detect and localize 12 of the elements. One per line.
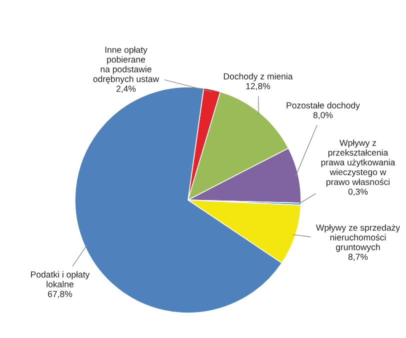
data-label: 8,0% xyxy=(313,112,333,120)
slice-label: Dochody z mienia xyxy=(224,73,293,82)
slice-label: Wpływy z przekształcenia prawa użytkowania wieczystego w prawo własności xyxy=(321,140,396,187)
data-label: 8,7% xyxy=(348,254,368,261)
data-label: 67,8% xyxy=(48,290,72,298)
slice-label: Wpływy ze sprzedaży nieruchomości gruntowych xyxy=(316,224,400,252)
slice-label: Pozostałe dochody xyxy=(286,102,360,110)
slice-label: Podatki i opłaty lokalne xyxy=(31,271,90,288)
data-label: 12,8% xyxy=(246,83,270,90)
data-label: 0,3% xyxy=(348,188,368,196)
slice-label: Inne opłaty pobierane na podstawie odrębnych ustaw xyxy=(93,46,160,84)
data-label: 2,4% xyxy=(116,86,136,93)
